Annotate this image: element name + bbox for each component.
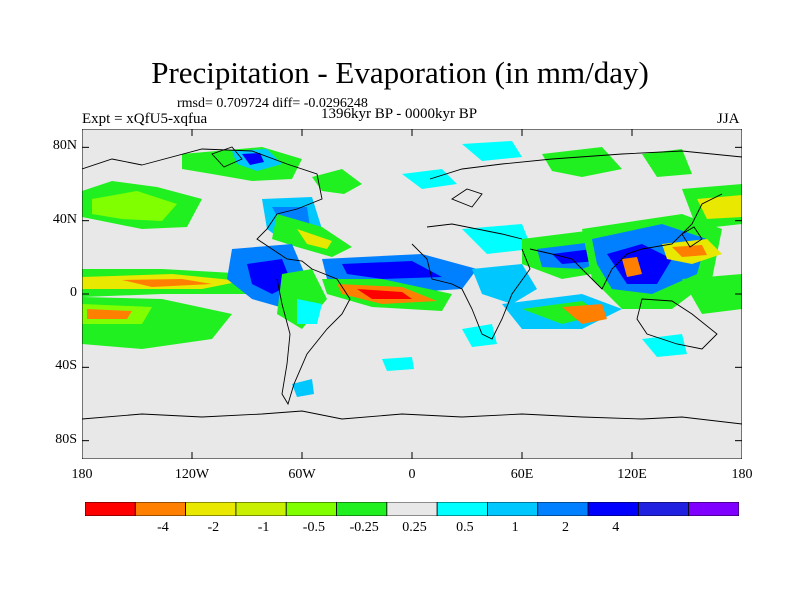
lat-tick-label: 80N [52, 138, 77, 154]
colorbar-label: -0.25 [349, 520, 379, 535]
colorbar [85, 502, 739, 516]
colorbar-label: 2 [561, 520, 569, 535]
colorbar-swatch [587, 502, 639, 516]
colorbar-swatch [487, 502, 539, 516]
lon-tick-label: 60W [288, 467, 316, 482]
colorbar-swatch [134, 502, 187, 516]
lon-tick-label: 0 [408, 467, 416, 482]
colorbar-label: -1 [257, 520, 270, 535]
plot-title: Precipitation - Evaporation (in mm/day) [151, 55, 649, 90]
stats-text: rmsd= 0.709724 diff= -0.0296248 [177, 96, 368, 111]
lat-tick-label: 0 [70, 285, 77, 300]
experiment-label: Expt = xQfU5-xqfua [82, 111, 208, 127]
lat-tick-label: 80S [55, 431, 77, 447]
lon-tick-label: 60E [510, 467, 534, 482]
period-label: 1396kyr BP - 0000kyr BP [321, 106, 478, 122]
lat-tick-label: 40N [52, 211, 77, 227]
continent-outlines [82, 146, 742, 425]
colorbar-label: 0.5 [456, 520, 474, 535]
colorbar-label: -2 [207, 520, 220, 535]
colorbar-swatch [85, 502, 136, 516]
colorbar-label: 1 [511, 520, 519, 535]
pme-anomaly-field [82, 141, 742, 397]
colorbar-swatch [285, 502, 337, 516]
lon-tick-label: 180 [71, 467, 93, 482]
colorbar-swatch [537, 502, 589, 516]
world-map [82, 129, 742, 459]
colorbar-swatch [637, 502, 690, 516]
season-label: JJA [717, 111, 740, 127]
colorbar-label: 4 [612, 520, 620, 535]
lat-tick-label: 40S [55, 358, 77, 374]
colorbar-swatch [336, 502, 388, 516]
colorbar-swatch [436, 502, 488, 516]
lon-tick-label: 120E [617, 467, 647, 482]
colorbar-label: -0.5 [302, 520, 325, 535]
colorbar-swatch [235, 502, 287, 516]
colorbar-swatch [688, 502, 739, 516]
colorbar-boxes [85, 502, 739, 516]
colorbar-label: 0.25 [402, 520, 427, 535]
colorbar-label: -4 [157, 520, 169, 535]
colorbar-swatch [185, 502, 237, 516]
lon-tick-label: 180 [731, 467, 753, 482]
latitude-ticks [82, 146, 742, 442]
colorbar-swatch [386, 502, 438, 516]
lon-tick-label: 120W [174, 467, 210, 482]
longitude-ticks [82, 129, 742, 459]
